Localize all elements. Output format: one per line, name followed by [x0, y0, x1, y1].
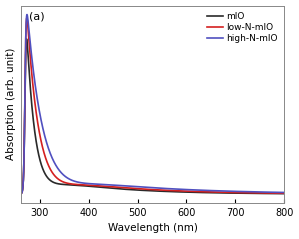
low-N-mIO [48, 168, 52, 171]
mIO [18, 193, 22, 196]
high-N-mIO [283, 191, 286, 194]
high-N-mIO [64, 176, 68, 179]
mIO [249, 192, 252, 195]
high-N-mIO [18, 193, 22, 196]
Y-axis label: Absorption (arb. unit): Absorption (arb. unit) [6, 48, 16, 160]
low-N-mIO [283, 192, 286, 195]
mIO [25, 38, 28, 40]
mIO [48, 179, 52, 182]
mIO [131, 188, 135, 191]
high-N-mIO [277, 191, 281, 194]
low-N-mIO [18, 193, 22, 196]
Line: low-N-mIO: low-N-mIO [20, 18, 284, 194]
high-N-mIO [131, 185, 135, 188]
low-N-mIO [120, 186, 123, 189]
high-N-mIO [25, 13, 29, 16]
X-axis label: Wavelength (nm): Wavelength (nm) [108, 223, 198, 234]
mIO [64, 183, 68, 186]
Text: (a): (a) [29, 11, 45, 22]
Line: high-N-mIO: high-N-mIO [20, 15, 284, 194]
low-N-mIO [249, 191, 252, 194]
mIO [277, 192, 281, 195]
mIO [120, 188, 123, 190]
high-N-mIO [120, 184, 123, 187]
Line: mIO: mIO [20, 39, 284, 194]
high-N-mIO [48, 152, 52, 155]
low-N-mIO [64, 181, 68, 184]
high-N-mIO [249, 190, 252, 193]
low-N-mIO [277, 192, 281, 195]
Legend: mIO, low-N-mIO, high-N-mIO: mIO, low-N-mIO, high-N-mIO [205, 10, 280, 45]
low-N-mIO [25, 16, 29, 19]
mIO [283, 192, 286, 195]
low-N-mIO [131, 187, 135, 190]
